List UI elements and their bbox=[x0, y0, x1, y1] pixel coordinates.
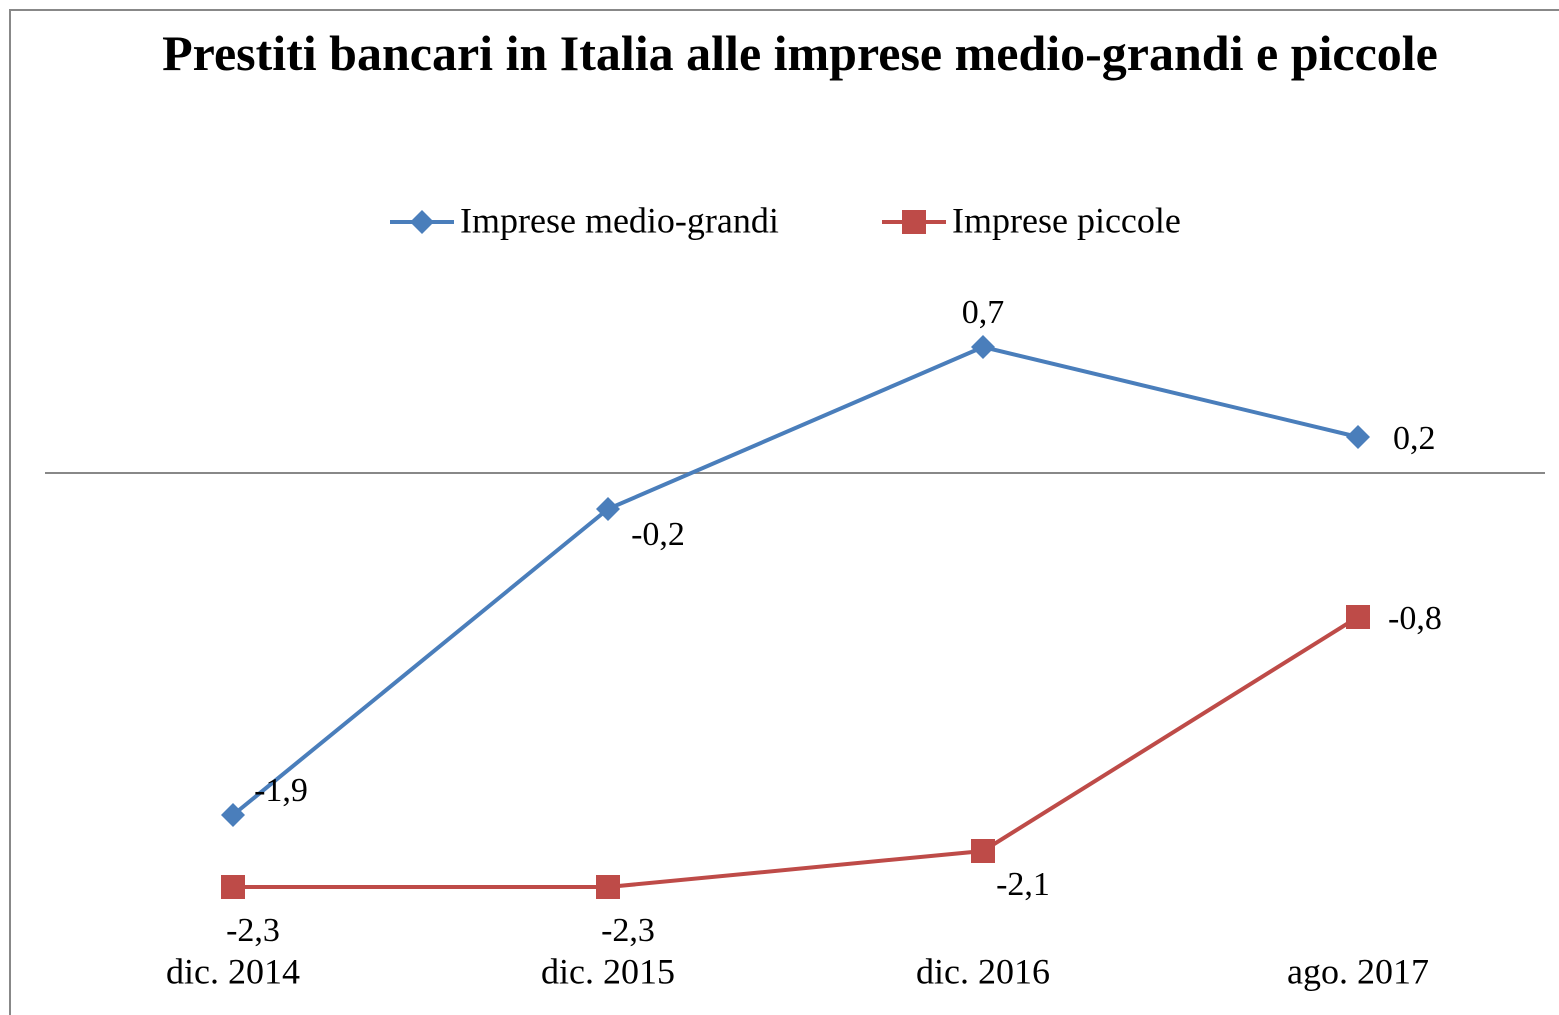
marker bbox=[596, 875, 620, 899]
marker bbox=[596, 497, 620, 521]
data-label: -1,9 bbox=[254, 772, 308, 809]
marker bbox=[971, 335, 995, 359]
legend-label: Imprese piccole bbox=[952, 200, 1181, 240]
data-label: 0,7 bbox=[962, 294, 1005, 331]
x-tick-label: dic. 2014 bbox=[166, 951, 300, 991]
chart-title: Prestiti bancari in Italia alle imprese … bbox=[162, 25, 1438, 81]
chart-frame bbox=[9, 9, 1559, 1015]
legend-label: Imprese medio-grandi bbox=[460, 200, 779, 240]
marker bbox=[221, 803, 245, 827]
data-label: 0,2 bbox=[1393, 420, 1436, 457]
data-label: -2,1 bbox=[996, 866, 1050, 903]
marker bbox=[410, 210, 434, 234]
marker bbox=[1346, 605, 1370, 629]
data-label: -2,3 bbox=[601, 912, 655, 949]
marker bbox=[1346, 425, 1370, 449]
series-line bbox=[233, 615, 1360, 889]
x-tick-label: dic. 2015 bbox=[541, 951, 675, 991]
data-label: -2,3 bbox=[226, 912, 280, 949]
marker bbox=[902, 210, 926, 234]
x-tick-label: dic. 2016 bbox=[916, 951, 1050, 991]
marker bbox=[221, 875, 245, 899]
data-label: -0,2 bbox=[631, 516, 685, 553]
marker bbox=[971, 839, 995, 863]
data-label: -0,8 bbox=[1388, 600, 1442, 637]
series-line bbox=[231, 344, 1359, 817]
x-tick-label: ago. 2017 bbox=[1287, 951, 1429, 991]
